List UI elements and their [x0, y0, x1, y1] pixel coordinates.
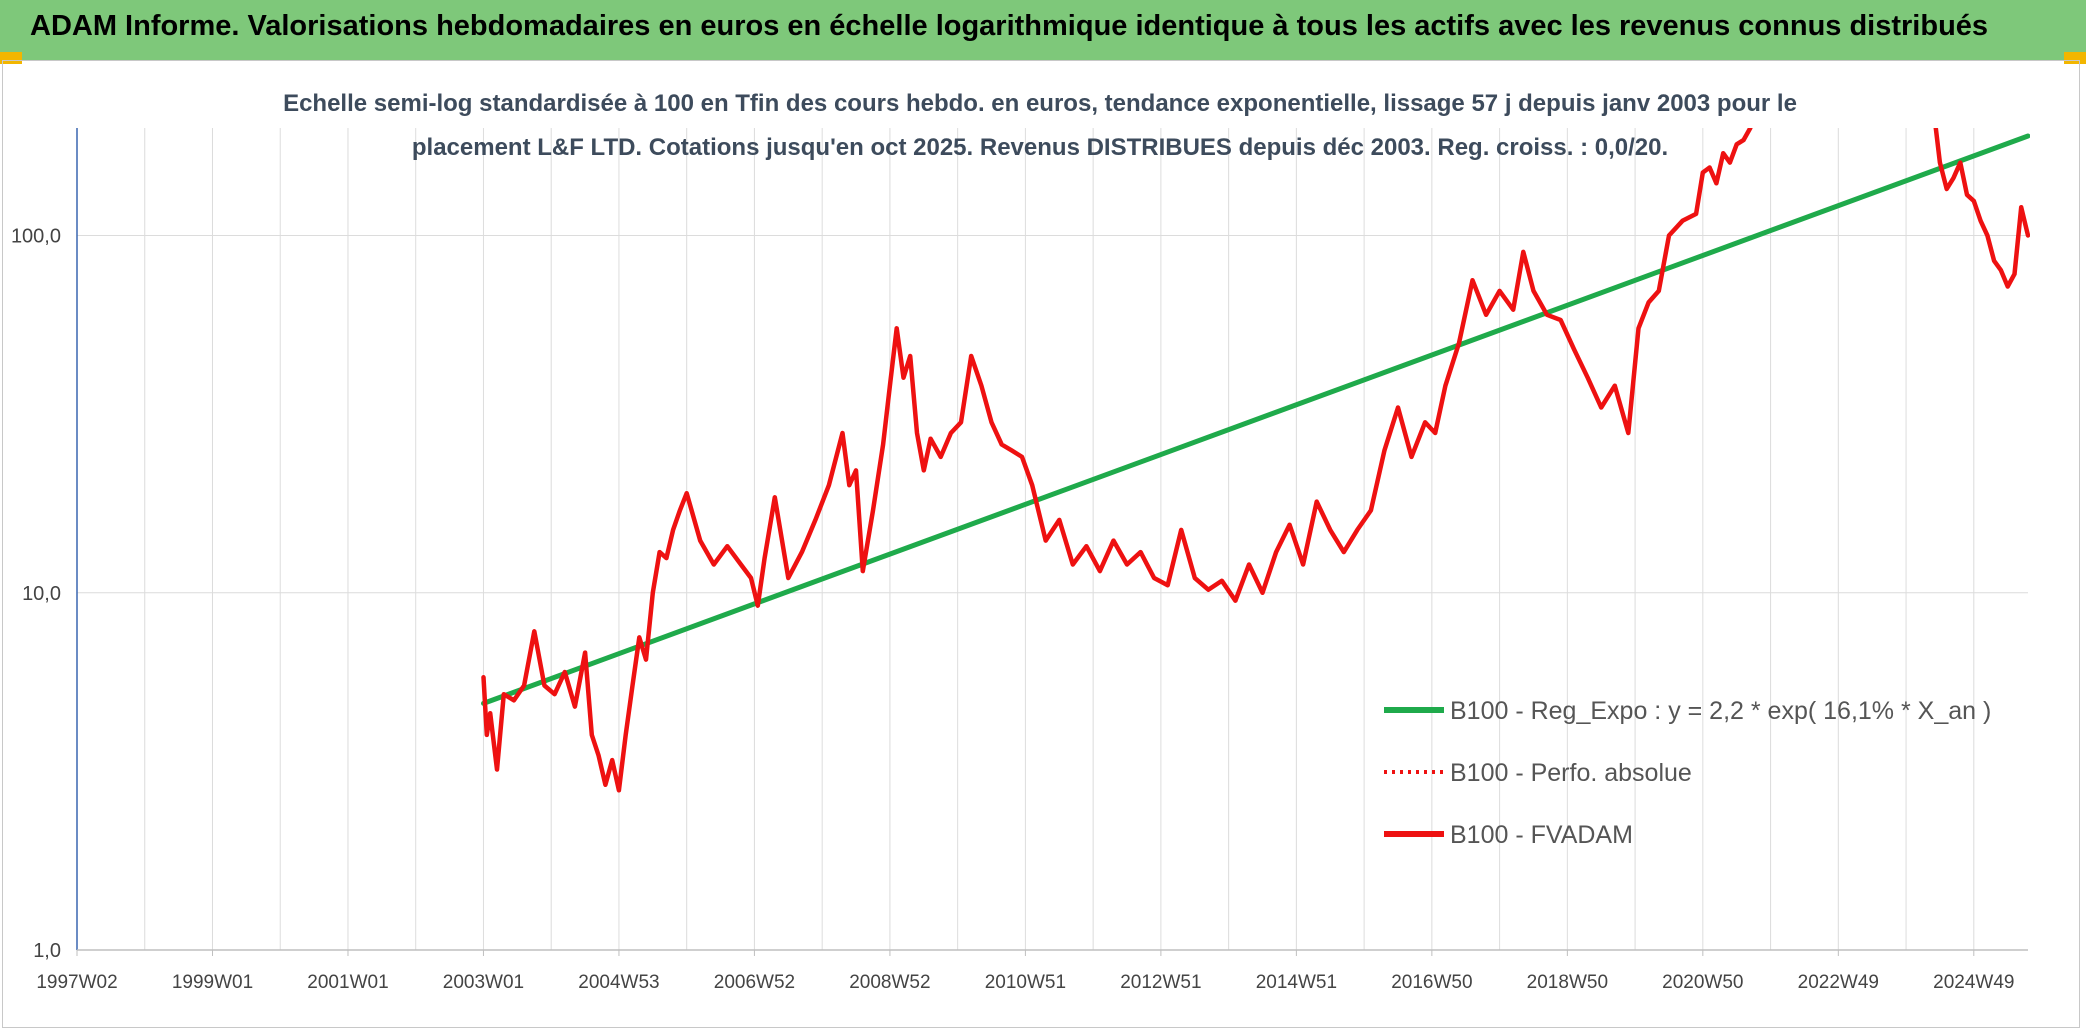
report-header: ADAM Informe. Valorisations hebdomadaire… [0, 0, 2086, 60]
x-tick-label: 1999W01 [172, 972, 253, 993]
legend: B100 - Reg_Expo : y = 2,2 * exp( 16,1% *… [1384, 697, 1991, 849]
legend-label: B100 - Reg_Expo : y = 2,2 * exp( 16,1% *… [1450, 697, 1991, 725]
price-line [481, 128, 1753, 793]
chart-subtitle-line-2: placement L&F LTD. Cotations jusqu'en oc… [411, 134, 1669, 161]
corner-marker-top-right [2064, 52, 2086, 64]
legend-label: B100 - FVADAM [1450, 821, 1633, 849]
x-tick-label: 2018W50 [1527, 972, 1608, 993]
legend-label: B100 - Perfo. absolue [1450, 759, 1692, 787]
x-tick-label: 2010W51 [985, 972, 1066, 993]
y-tick-label: 1,0 [33, 940, 61, 962]
x-tick-label: 2014W51 [1256, 972, 1337, 993]
x-tick-label: 2001W01 [307, 972, 388, 993]
x-tick-label: 2004W53 [578, 972, 659, 993]
corner-marker-top-left [0, 52, 22, 64]
x-tick-label: 2003W01 [443, 972, 524, 993]
horizontal-grid [77, 235, 2028, 951]
x-tick-label: 2008W52 [849, 972, 930, 993]
y-tick-label: 100,0 [11, 226, 61, 248]
plot-area [481, 128, 2030, 793]
x-tick-label: 1997W02 [36, 972, 117, 993]
x-tick-label: 2024W49 [1933, 972, 2014, 993]
regression-line [481, 133, 2030, 706]
x-tick-label: 2012W51 [1120, 972, 1201, 993]
report-title: ADAM Informe. Valorisations hebdomadaire… [30, 10, 1989, 42]
vertical-grid [76, 128, 1975, 950]
x-tick-label: 2016W50 [1391, 972, 1472, 993]
x-tick-label: 2006W52 [714, 972, 795, 993]
chart-subtitle-line-1: Echelle semi-log standardisée à 100 en T… [283, 90, 1797, 117]
x-tick-label: 2020W50 [1662, 972, 1743, 993]
chart-frame [2, 60, 2080, 1028]
price-line [1933, 128, 2030, 289]
y-tick-label: 10,0 [22, 583, 61, 605]
x-tick-label: 2022W49 [1798, 972, 1879, 993]
